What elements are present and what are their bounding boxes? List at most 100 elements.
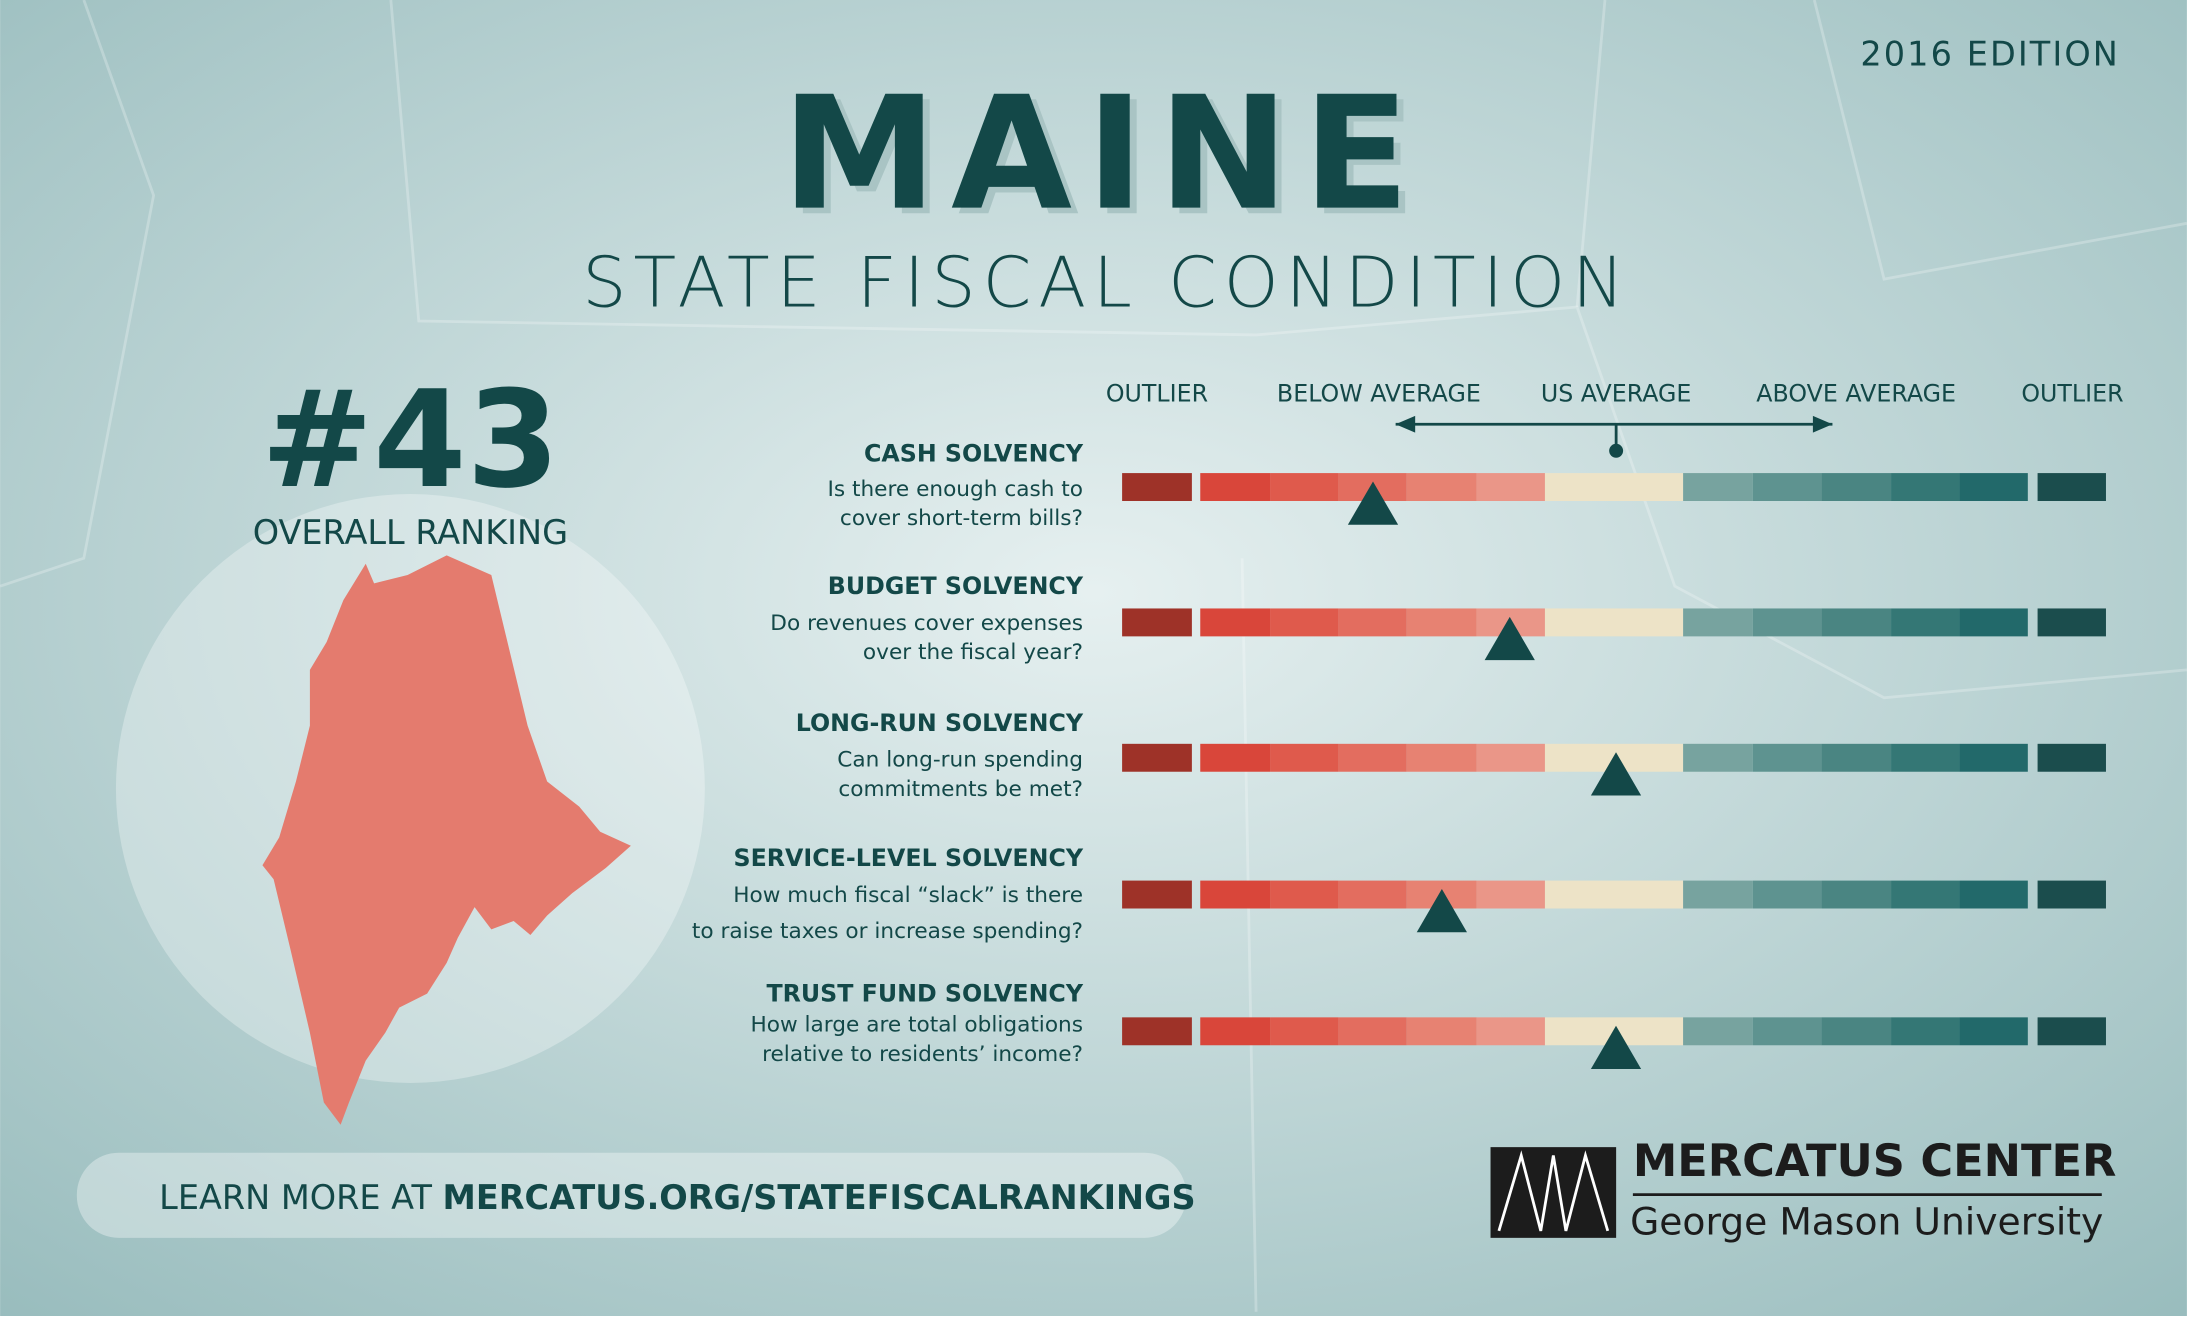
row-title: SERVICE-LEVEL SOLVENCY [734, 844, 1084, 872]
scale-segment [1122, 1017, 1192, 1046]
scale-segment [1338, 743, 1407, 772]
scale-segment [1270, 880, 1339, 909]
footer-link[interactable]: MERCATUS.ORG/STATEFISCALRANKINGS [443, 1177, 1196, 1216]
row-question: commitments be met? [838, 777, 1083, 802]
scale-segment [1270, 743, 1339, 772]
marker [1484, 616, 1535, 661]
logo-lines [1497, 1150, 1610, 1232]
title-shadow: MAINE [789, 68, 1431, 250]
scale-segment [1200, 608, 1271, 637]
scale-segment [1683, 608, 1753, 637]
scale-segment [1122, 880, 1192, 909]
scale-segment [1959, 880, 2028, 909]
scale-segment [1200, 1017, 1271, 1046]
scale-segment [1752, 608, 1822, 637]
scale-segment [1752, 880, 1822, 909]
scale-segment [1891, 1017, 1960, 1046]
scale-segment [1476, 1017, 1545, 1046]
scale-segment [1683, 743, 1753, 772]
marker [1416, 888, 1467, 933]
marker [1590, 752, 1642, 796]
scale-label: BELOW AVERAGE [1277, 379, 1481, 407]
scale-segment [1752, 743, 1822, 772]
row-title: LONG-RUN SOLVENCY [796, 709, 1084, 737]
footer-text[interactable]: LEARN MORE AT MERCATUS.ORG/STATEFISCALRA… [159, 1177, 1196, 1216]
scale-segment [2037, 608, 2106, 637]
scale-segment [2037, 743, 2106, 772]
scale-segment [1752, 473, 1822, 502]
scale-segment [1544, 880, 1684, 909]
rank-label: OVERALL RANKING [253, 513, 568, 552]
scale-segment [1406, 608, 1477, 637]
row-question: Is there enough cash to [827, 477, 1083, 502]
maine-map [262, 555, 631, 1125]
marker [1590, 1025, 1642, 1069]
scale-segment [1959, 1017, 2028, 1046]
scale-segment [1959, 473, 2028, 502]
scale-label: OUTLIER [1106, 379, 1208, 407]
scale-segment [1544, 608, 1684, 637]
scale-segment [1821, 1017, 1892, 1046]
row-question: over the fiscal year? [863, 640, 1083, 665]
footer-prefix: LEARN MORE AT [159, 1177, 442, 1216]
scale-segment [1683, 473, 1753, 502]
scale-segment [1338, 608, 1407, 637]
scale-segment [1476, 473, 1545, 502]
scale-segment [1683, 880, 1753, 909]
scale-segment [1270, 473, 1339, 502]
row-question: to raise taxes or increase spending? [692, 919, 1083, 944]
scale-segment [2037, 1017, 2106, 1046]
scale-segment [1476, 880, 1545, 909]
scale-segment [1338, 880, 1407, 909]
title: MAINE [782, 63, 1424, 245]
scale-segment [1752, 1017, 1822, 1046]
scale-segment [1891, 743, 1960, 772]
scale-segment [1200, 473, 1271, 502]
scale-segment [1270, 1017, 1339, 1046]
scale-segment [1891, 473, 1960, 502]
row-question: How large are total obligations [750, 1013, 1083, 1038]
logo-university: George Mason University [1630, 1199, 2103, 1243]
marker [1347, 481, 1399, 525]
subtitle: STATE FISCAL CONDITION [582, 242, 1631, 323]
row-question: cover short-term bills? [840, 506, 1083, 531]
edition: 2016 EDITION [1860, 34, 2120, 73]
scale-segment [2037, 473, 2106, 502]
row-title: TRUST FUND SOLVENCY [766, 980, 1083, 1008]
row-title: BUDGET SOLVENCY [828, 572, 1084, 600]
scale-label: US AVERAGE [1541, 379, 1692, 407]
scale-segment [1122, 473, 1192, 502]
scale-segment [1200, 743, 1271, 772]
scale-segment [1959, 743, 2028, 772]
scale-segment [1406, 473, 1477, 502]
scale-segment [1683, 1017, 1753, 1046]
row-question: Do revenues cover expenses [770, 611, 1083, 636]
logo-name: MERCATUS CENTER [1633, 1135, 2116, 1187]
scale-segment [1821, 473, 1892, 502]
scale-segment [1821, 743, 1892, 772]
rank: #43 [261, 362, 560, 518]
row-title: CASH SOLVENCY [864, 439, 1084, 467]
row-question: Can long-run spending [837, 748, 1083, 773]
scale-segment [1406, 743, 1477, 772]
scale-segment [1891, 880, 1960, 909]
scale-segment [1200, 880, 1271, 909]
scale-segment [1821, 880, 1892, 909]
scale-segment [1406, 1017, 1477, 1046]
scale-label: ABOVE AVERAGE [1756, 379, 1956, 407]
scale-segment [2037, 880, 2106, 909]
scale-segment [1959, 608, 2028, 637]
row-question: relative to residents’ income? [762, 1042, 1083, 1067]
scale-segment [1476, 743, 1545, 772]
footer-pill [76, 1152, 1187, 1238]
scale-segment [1270, 608, 1339, 637]
scale-segment [1544, 473, 1684, 502]
scale-segment [1821, 608, 1892, 637]
scale-label: OUTLIER [2021, 379, 2123, 407]
average-dot [1609, 443, 1624, 458]
scale-segment [1122, 608, 1192, 637]
scale-segment [1338, 1017, 1407, 1046]
